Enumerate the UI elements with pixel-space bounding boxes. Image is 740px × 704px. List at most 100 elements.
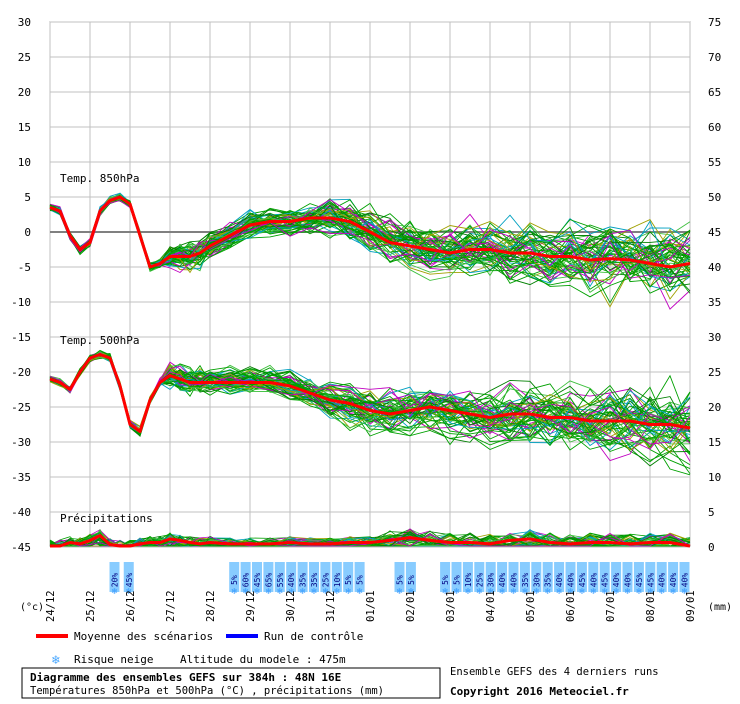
left-tick-label: -20 (11, 366, 31, 379)
date-tick-label: 08/01 (645, 590, 657, 622)
snow-risk-pct: 45% (646, 573, 655, 588)
snow-risk-bar (320, 562, 331, 592)
footer-subtitle: Températures 850hPa et 500hPa (°C) , pré… (30, 685, 384, 697)
snowflake-icon: ❄ (288, 587, 294, 597)
t500-panel-label: Temp. 500hPa (60, 334, 139, 347)
snowflake-icon: ❄ (243, 587, 249, 597)
snowflake-icon: ❄ (254, 587, 260, 597)
date-tick-label: 01/01 (365, 590, 377, 622)
right-tick-label: 15 (708, 436, 721, 449)
snow-risk-bar (679, 562, 690, 592)
snowflake-icon: ❄ (568, 587, 574, 597)
snowflake-icon: ❄ (334, 587, 340, 597)
date-tick-label: 03/01 (445, 590, 457, 622)
snow-risk-pct: 40% (612, 573, 621, 588)
footer-copyright: Copyright 2016 Meteociel.fr (450, 685, 629, 698)
snowflake-icon: ❄ (648, 587, 654, 597)
snow-risk-bar (645, 562, 656, 592)
left-tick-label: 0 (24, 226, 31, 239)
left-tick-label: 25 (18, 51, 31, 64)
precip-panel-label: Précipitations (60, 512, 153, 525)
snow-risk-bar (309, 562, 319, 592)
date-tick-label: 05/01 (525, 590, 537, 622)
snow-risk-pct: 40% (589, 573, 598, 588)
left-tick-label: -25 (11, 401, 31, 414)
left-tick-label: 5 (24, 191, 31, 204)
snow-risk-bar (109, 562, 120, 592)
snow-risk-bar (354, 562, 365, 592)
snow-risk-pct: 40% (624, 573, 633, 588)
right-tick-label: 45 (708, 226, 721, 239)
snow-risk-bar (531, 562, 542, 592)
left-tick-label: 20 (18, 86, 31, 99)
snow-risk-pct: 40% (681, 573, 690, 588)
snow-risk-bar (542, 562, 553, 592)
date-tick-label: 02/01 (405, 590, 417, 622)
snow-risk-pct: 30% (487, 573, 496, 588)
snowflake-icon: ❄ (625, 587, 631, 597)
mean-precip-line (50, 534, 691, 548)
snow-risk-bar (519, 562, 530, 592)
snowflake-icon: ❄ (659, 587, 665, 597)
snow-risk-pct: 5% (453, 575, 462, 585)
t850-panel-label: Temp. 850hPa (60, 172, 139, 185)
legend-control-swatch (226, 634, 258, 638)
snow-risk-bar (622, 562, 633, 592)
snow-risk-pct: 25% (475, 573, 484, 588)
snow-risk-pct: 40% (287, 573, 296, 588)
left-tick-label: -40 (11, 506, 31, 519)
snow-risk-pct: 40% (510, 573, 519, 588)
snow-risk-bar (252, 562, 262, 592)
left-tick-label: -5 (18, 261, 31, 274)
snow-risk-bar (263, 562, 274, 592)
snow-risk-pct: 40% (567, 573, 576, 588)
snow-risk-bar (588, 562, 599, 592)
snow-risk-bar (656, 562, 667, 592)
legend-snow-label: Risque neige (74, 653, 153, 666)
snowflake-icon: ❄ (266, 587, 272, 597)
snowflake-icon: ❄ (670, 587, 676, 597)
altitude-label: Altitude du modele : 475m (180, 653, 346, 666)
right-tick-label: 65 (708, 86, 721, 99)
snowflake-icon: ❄ (442, 587, 448, 597)
snowflake-icon: ❄ (323, 587, 329, 597)
snow-risk-bar (611, 562, 622, 592)
right-tick-label: 10 (708, 471, 721, 484)
right-tick-label: 5 (708, 506, 715, 519)
snow-risk-bar (343, 562, 354, 592)
snow-risk-pct: 40% (498, 573, 507, 588)
snow-risk-bar (599, 562, 610, 592)
left-tick-label: -30 (11, 436, 31, 449)
snowflake-icon: ❄ (602, 587, 608, 597)
snow-risk-pct: 10% (464, 573, 473, 588)
snow-risk-bar (123, 562, 134, 592)
snowflake-icon: ❄ (408, 587, 414, 597)
snowflake-icon: ❄ (126, 587, 132, 597)
snowflake-icon: ❄ (300, 587, 306, 597)
snow-risk-bar (633, 562, 644, 592)
right-tick-label: 25 (708, 366, 721, 379)
right-axis-unit: (mm) (708, 602, 732, 613)
snowflake-icon: ❄ (465, 587, 471, 597)
right-tick-label: 50 (708, 191, 721, 204)
snowflake-icon: ❄ (345, 587, 351, 597)
snow-risk-row: 20%❄45%❄5%❄60%❄45%❄65%❄55%❄40%❄35%❄35%❄2… (109, 562, 690, 597)
snow-risk-pct: 5% (344, 575, 353, 585)
snow-risk-pct: 35% (544, 573, 553, 588)
snow-risk-bar (554, 562, 565, 592)
snow-risk-bar (474, 562, 485, 592)
ensemble-member-line (49, 200, 691, 270)
snow-risk-pct: 45% (125, 573, 134, 588)
snow-risk-bar (286, 562, 297, 592)
left-tick-label: -35 (11, 471, 31, 484)
right-tick-label: 0 (708, 541, 715, 554)
snow-risk-pct: 35% (299, 573, 308, 588)
left-tick-label: -15 (11, 331, 31, 344)
snow-risk-bar (565, 562, 576, 592)
snow-risk-pct: 35% (310, 573, 319, 588)
ensemble-member-line (49, 199, 691, 281)
x-axis-dates: 24/12 25/12 26/12 27/12 28/12 29/12 30/12 31/12… (45, 590, 697, 622)
snow-risk-pct: 5% (407, 575, 416, 585)
snowflake-icon: ❄ (499, 587, 505, 597)
